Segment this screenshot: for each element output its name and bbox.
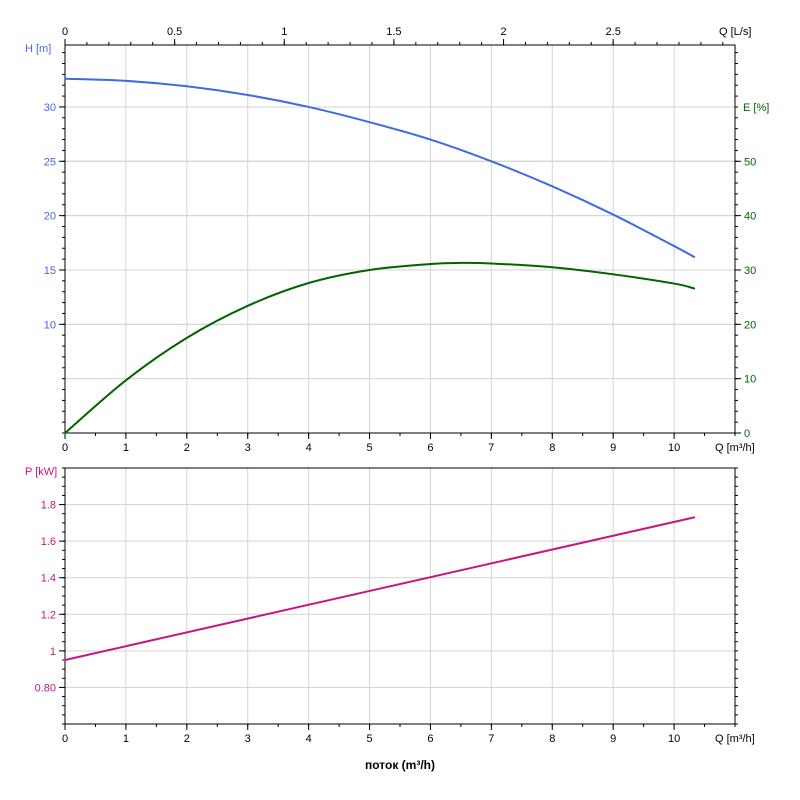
top-x-tick-label: 2 [500,26,506,38]
right-y-tick-label: 10 [744,374,756,386]
lower-chart: 0 1 2 3 4 5 6 7 8 9 10 Q [m³/h] 0.80 1 1.2 1.4 1.6 1.8 P [… [25,466,755,745]
left-y-tick-label: 1 [50,646,56,658]
series-line-p [64,516,696,661]
plot-frame [64,44,736,434]
plot-frame [64,467,736,725]
x-tick-label: 1 [123,442,129,454]
left-y-tick-label: 10 [44,319,56,331]
top-x-axis-label: Q [L/s] [719,26,751,38]
x-axis-label: Q [m³/h] [715,733,755,745]
left-y-axis-label: P [kW] [25,466,57,478]
left-y-tick-label: 20 [44,211,56,223]
series-line-e [64,261,696,434]
x-tick-label: 2 [184,442,190,454]
top-x-tick-label: 0 [62,26,68,38]
left-y-tick-label: 1.2 [41,609,56,621]
top-x-tick-label: 0.5 [167,26,182,38]
x-tick-label: 7 [488,733,494,745]
x-tick-label: 10 [668,733,680,745]
x-tick-label: 10 [668,442,680,454]
left-y-tick-label: 25 [44,156,56,168]
x-tick-label: 3 [245,442,251,454]
x-tick-label: 8 [549,442,555,454]
series-line-h [64,77,696,258]
right-y-axis-label: E [%] [743,102,769,114]
x-tick-label: 6 [427,442,433,454]
x-tick-label: 3 [245,733,251,745]
x-tick-label: 4 [306,442,312,454]
x-axis-label: Q [m³/h] [715,442,755,454]
x-tick-label: 8 [549,733,555,745]
x-tick-label: 7 [488,442,494,454]
left-y-tick-label: 15 [44,265,56,277]
x-tick-label: 4 [306,733,312,745]
x-tick-label: 6 [427,733,433,745]
right-y-tick-label: 30 [744,265,756,277]
right-y-tick-label: 20 [744,319,756,331]
x-tick-label: 9 [610,442,616,454]
x-axis-caption: поток (m³/h) [365,758,435,772]
left-y-tick-label: 1.6 [41,536,56,548]
left-y-axis-label: H [m] [25,43,51,55]
x-tick-label: 9 [610,733,616,745]
x-tick-label: 0 [62,733,68,745]
left-y-tick-label: 30 [44,102,56,114]
top-x-tick-label: 2.5 [606,26,621,38]
x-tick-label: 1 [123,733,129,745]
x-tick-label: 2 [184,733,190,745]
top-x-tick-label: 1 [281,26,287,38]
x-tick-label: 5 [366,442,372,454]
right-y-tick-label: 50 [744,156,756,168]
x-tick-label: 0 [62,442,68,454]
upper-chart: 0 1 2 3 4 5 6 7 8 9 10 Q [m³/h] 0 0.5 1 1.5 2 2.5 Q [L/s] 1… [25,26,769,454]
x-tick-label: 5 [366,733,372,745]
right-y-tick-label: 0 [744,428,750,440]
right-y-tick-label: 40 [744,211,756,223]
top-x-tick-label: 1.5 [386,26,401,38]
left-y-tick-label: 1.4 [41,573,56,585]
left-y-tick-label: 1.8 [41,500,56,512]
left-y-tick-label: 0.80 [35,682,56,694]
